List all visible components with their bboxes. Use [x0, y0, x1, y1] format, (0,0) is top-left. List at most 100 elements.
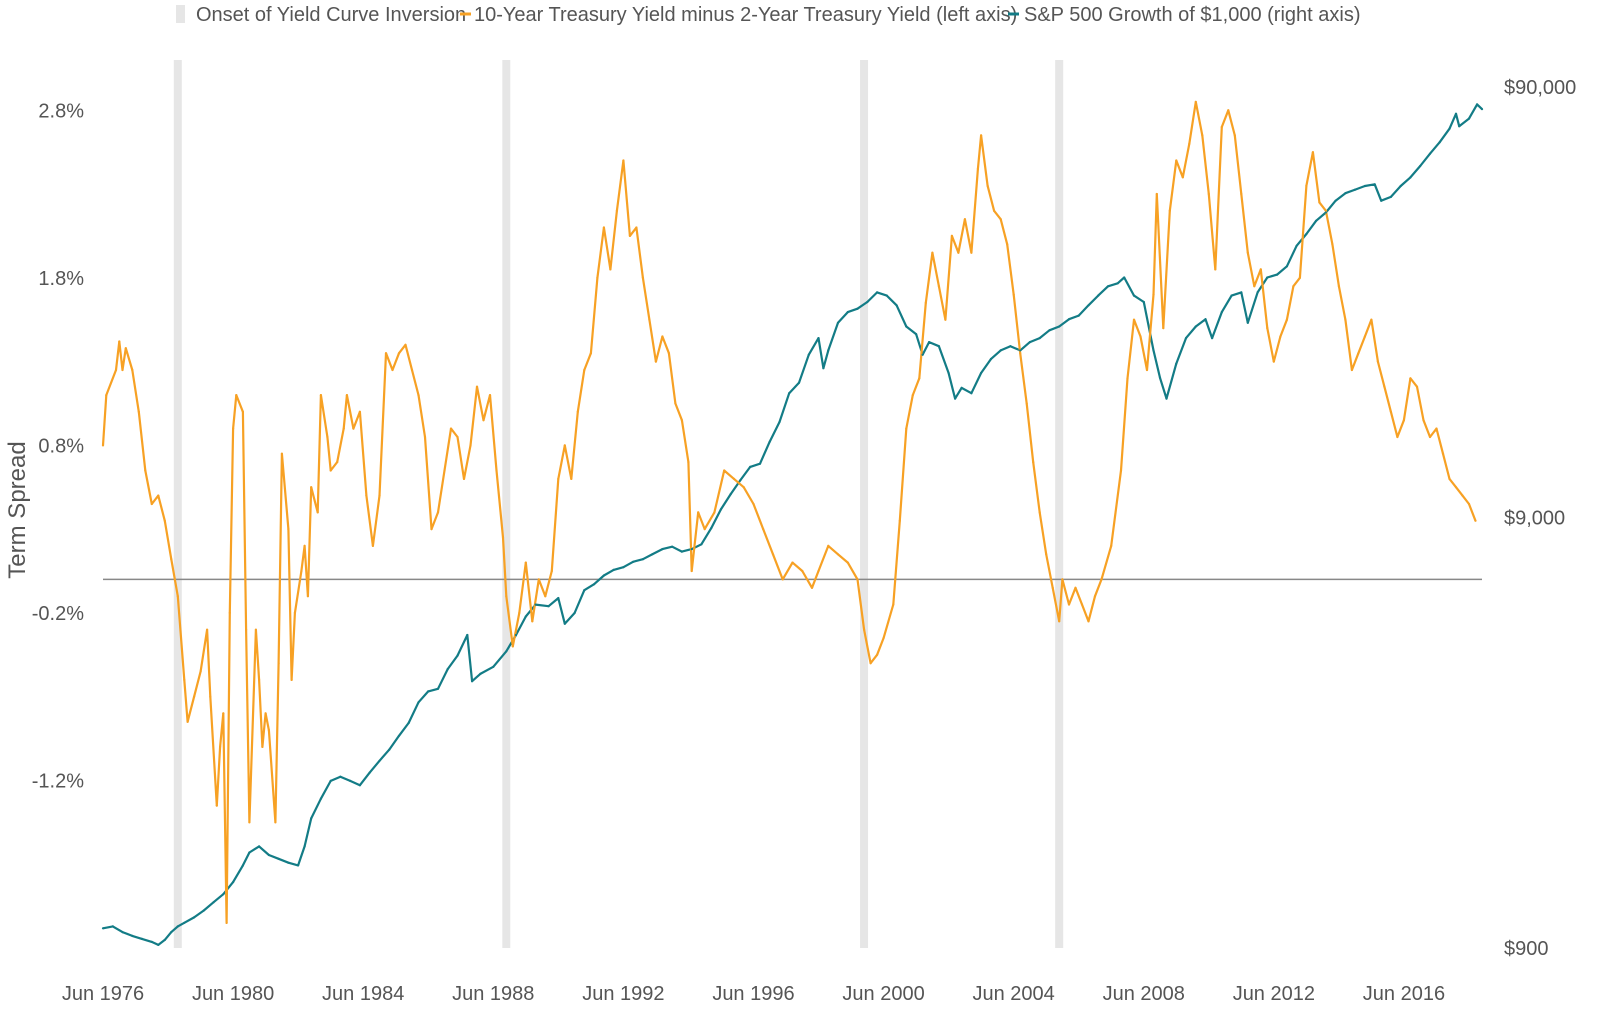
spread-point: [430, 528, 433, 531]
spread-point: [235, 394, 238, 397]
spread-point: [882, 636, 885, 640]
spread-point: [563, 444, 566, 447]
spread-point: [1132, 318, 1136, 321]
spread-point: [1227, 109, 1230, 112]
x-tick-label: Jun 2008: [1103, 983, 1185, 1005]
sp500-point: [505, 650, 508, 653]
spread-point: [1467, 502, 1471, 506]
spread-point: [1305, 184, 1308, 187]
spread-point: [674, 402, 677, 405]
spread-point: [326, 435, 329, 439]
sp500-point: [140, 937, 144, 941]
sp500-point: [700, 543, 703, 546]
spread-point: [1441, 452, 1445, 455]
spread-point: [101, 444, 105, 447]
x-tick-label: Jun 1980: [192, 983, 274, 1005]
sp500-point: [407, 721, 410, 725]
sp500-point: [960, 386, 963, 389]
sp500-point: [1230, 294, 1233, 297]
spread-point: [869, 662, 872, 665]
x-tick-label: Jun 1988: [452, 983, 534, 1005]
spread-point: [1119, 469, 1123, 472]
sp500-point: [319, 797, 322, 800]
x-tick-label: Jun 1976: [62, 983, 144, 1005]
spread-point: [1162, 327, 1165, 330]
spread-point: [1363, 335, 1366, 338]
right-tick-label: $900: [1504, 938, 1549, 960]
sp500-point: [1476, 103, 1479, 106]
spread-point: [732, 477, 736, 480]
spread-point: [697, 511, 700, 514]
spread-point: [306, 595, 309, 598]
spread-point: [628, 234, 632, 237]
left-tick-label: -0.2%: [32, 603, 84, 625]
spread-point: [449, 427, 453, 430]
legend-label-inversion: Onset of Yield Curve Inversion: [196, 4, 466, 26]
x-axis-ticks: Jun 1976 Jun 1980 Jun 1984 Jun 1988 Jun 1992…: [62, 983, 1445, 1005]
x-tick-label: Jun 1996: [712, 983, 794, 1005]
sp500-point: [1077, 314, 1080, 317]
spread-point: [1324, 209, 1327, 212]
spread-point: [1454, 486, 1458, 489]
spread-point: [1285, 318, 1288, 321]
sp500-point: [980, 371, 983, 375]
spread-point: [1448, 477, 1451, 480]
spread-point: [336, 461, 339, 464]
sp500-point: [921, 353, 924, 356]
spread-point: [863, 628, 866, 631]
spread-point: [222, 712, 225, 715]
spread-point: [1194, 100, 1197, 103]
spread-point: [170, 558, 173, 561]
left-tick-label: 0.8%: [38, 435, 84, 457]
sp500-point: [641, 558, 645, 561]
spread-point: [856, 578, 859, 581]
spread-point: [1422, 419, 1425, 422]
spread-point: [1152, 293, 1155, 296]
sp500-point: [680, 550, 684, 553]
spread-point: [1246, 251, 1249, 254]
spread-point: [245, 628, 248, 631]
sp500-point: [456, 654, 459, 657]
right-axis-ticks: $90,000 $9,000 $900: [1504, 77, 1576, 960]
legend-label-sp500: S&P 500 Growth of $1,000 (right axis): [1024, 4, 1360, 26]
spread-point: [1428, 435, 1432, 439]
sp500-point: [970, 392, 973, 395]
sp500-point: [248, 851, 251, 854]
spread-point: [1318, 201, 1321, 204]
sp500-point: [885, 294, 888, 297]
spread-point: [1038, 511, 1041, 514]
spread-point: [918, 377, 921, 380]
sp500-point: [1266, 276, 1269, 279]
sp500-point: [866, 300, 869, 304]
sp500-point: [1038, 337, 1041, 340]
spread-point: [1058, 620, 1061, 623]
sp500-point: [817, 337, 820, 340]
sp500-point: [1344, 192, 1347, 195]
sp500-point: [1285, 265, 1288, 268]
sp500-point: [121, 931, 124, 934]
spread-point: [495, 469, 498, 472]
spread-point: [358, 410, 361, 413]
sp500-point: [1158, 376, 1162, 379]
spread-point: [345, 394, 348, 397]
sp500-point: [222, 893, 225, 896]
sp500-point: [602, 574, 606, 577]
spread-point: [589, 352, 593, 355]
spread-point: [310, 486, 313, 489]
sp500-point: [1220, 311, 1223, 314]
spread-point: [557, 477, 560, 480]
sp500-point: [358, 784, 361, 787]
spread-point: [1067, 603, 1071, 606]
sp500-point: [1324, 211, 1327, 214]
spread-point: [1080, 603, 1084, 606]
spread-point: [1402, 419, 1405, 422]
spread-point: [648, 318, 651, 321]
spread-point: [1370, 318, 1373, 321]
spread-point: [1376, 360, 1379, 363]
spread-point: [762, 528, 765, 531]
sp500-point: [788, 392, 791, 395]
sp500-point: [1009, 345, 1012, 348]
sp500-point: [719, 508, 723, 511]
